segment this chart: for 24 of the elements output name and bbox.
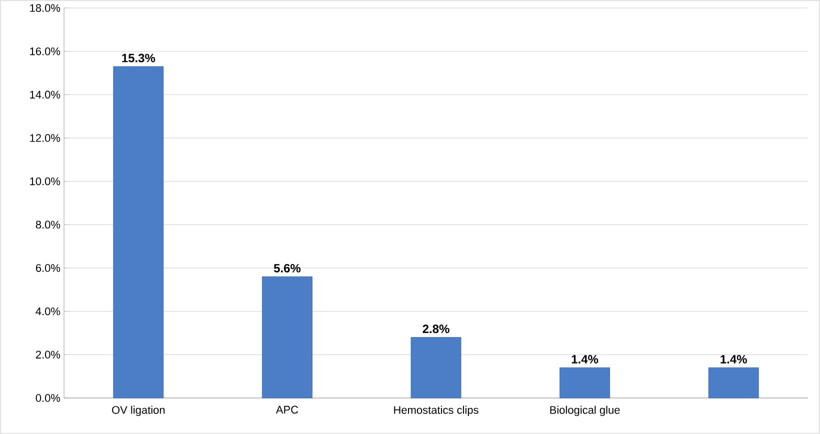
y-tick-label: 12.0% [30, 134, 60, 142]
y-tick-label: 0.0% [36, 394, 60, 402]
bar [560, 367, 610, 398]
y-tick-label: 16.0% [30, 47, 60, 56]
x-tick-label: Hemostatics clips [394, 406, 478, 416]
x-tick-label: APC [276, 406, 298, 414]
x-tick-label: Biological glue [550, 406, 620, 416]
y-tick-label: 8.0% [36, 220, 60, 229]
y-tick-label: 14.0% [30, 90, 60, 99]
bar [410, 337, 462, 398]
bar [708, 367, 759, 398]
bar [262, 276, 312, 398]
data-label: 1.4% [572, 355, 598, 364]
bar [113, 66, 164, 398]
y-tick-label: 10.0% [30, 177, 60, 186]
y-tick-label: 6.0% [36, 264, 60, 272]
data-label: 5.6% [274, 264, 301, 272]
data-label: 1.4% [720, 355, 747, 364]
y-tick-label: 2.0% [36, 350, 60, 359]
data-label: 15.3% [122, 54, 156, 62]
data-label: 2.8% [422, 324, 450, 334]
x-tick-label: OV ligation [112, 406, 165, 416]
y-tick-label: 4.0% [36, 307, 60, 316]
y-tick-label: 18.0% [30, 4, 60, 12]
